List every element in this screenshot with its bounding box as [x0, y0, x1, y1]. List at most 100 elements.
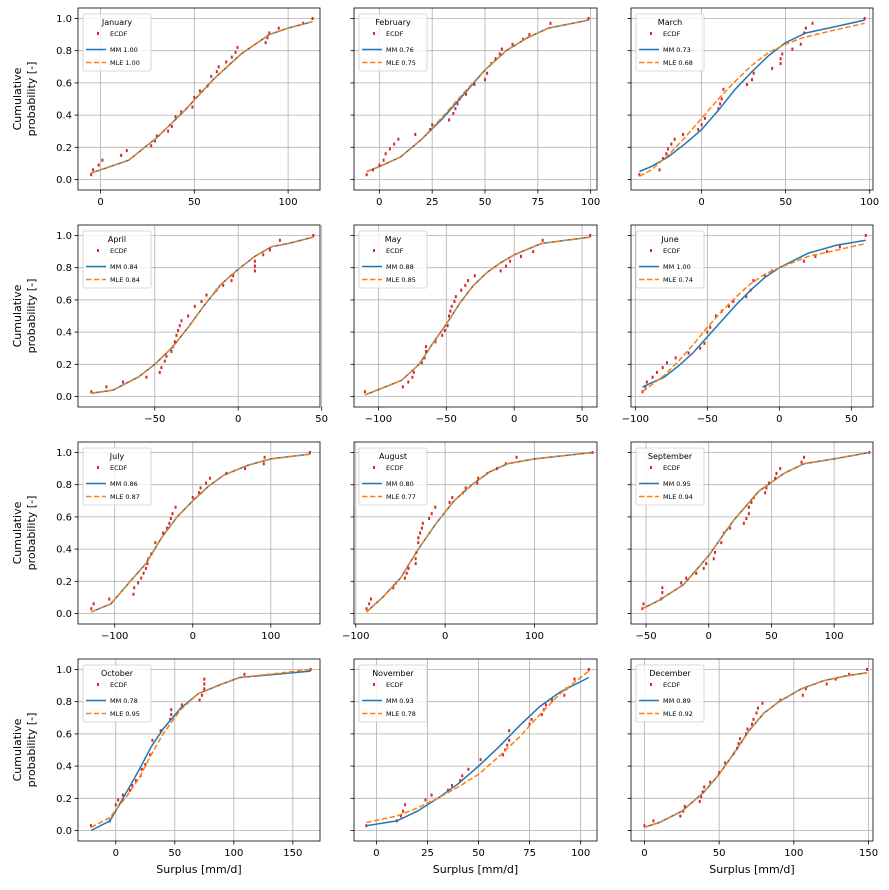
- ecdf-point: [173, 340, 176, 344]
- ecdf-point: [643, 824, 646, 828]
- ecdf-point: [486, 71, 489, 75]
- ecdf-point: [448, 118, 451, 122]
- legend-ecdf-marker: [97, 683, 99, 686]
- ecdf-point: [682, 132, 685, 136]
- ecdf-point: [407, 380, 410, 384]
- ecdf-point: [404, 803, 407, 807]
- ecdf-point: [848, 672, 851, 676]
- legend-ecdf-marker: [97, 466, 99, 469]
- ecdf-point: [589, 233, 592, 237]
- ecdf-point: [114, 803, 117, 807]
- ecdf-point: [745, 83, 748, 87]
- ecdf-point: [541, 238, 544, 242]
- y-tick-label: 0.4: [56, 762, 72, 773]
- ecdf-point: [779, 467, 782, 471]
- ecdf-point: [388, 147, 391, 151]
- ecdf-point: [484, 78, 487, 82]
- legend-entry-mm: MM 0.76: [386, 46, 414, 54]
- x-tick-label: 150: [283, 848, 302, 859]
- legend: April ECDF MM 0.84 MLE 0.84: [82, 230, 152, 289]
- ecdf-point: [464, 92, 467, 96]
- mle-curve: [366, 670, 590, 824]
- mle-curve: [641, 451, 870, 610]
- ecdf-point: [262, 253, 265, 257]
- ecdf-point: [702, 566, 705, 570]
- ecdf-point: [508, 738, 511, 742]
- ecdf-point: [519, 254, 522, 258]
- ecdf-point: [365, 173, 368, 177]
- x-tick-label: −100: [622, 414, 649, 425]
- x-tick-label: 0: [776, 414, 782, 425]
- ecdf-point: [763, 274, 766, 278]
- ecdf-point: [167, 129, 170, 133]
- legend-entry-ecdf: ECDF: [663, 30, 681, 38]
- ecdf-point: [745, 517, 748, 521]
- x-tick-label: 0: [706, 631, 712, 642]
- ecdf-point: [431, 123, 434, 127]
- ecdf-point: [476, 481, 479, 485]
- ecdf-point: [761, 701, 764, 705]
- ecdf-point: [522, 37, 525, 41]
- x-tick-label: 100: [784, 848, 803, 859]
- legend-title: January: [101, 18, 133, 27]
- ecdf-point: [751, 722, 753, 726]
- ecdf-point: [505, 264, 508, 268]
- ecdf-point: [802, 259, 805, 263]
- ecdf-point: [191, 105, 194, 109]
- legend: October ECDF MM 0.78 MLE 0.95: [82, 664, 152, 723]
- ecdf-point: [509, 259, 512, 263]
- ecdf-point: [697, 128, 700, 132]
- ecdf-point: [420, 526, 423, 530]
- ecdf-point: [709, 325, 712, 329]
- ecdf-point: [414, 562, 417, 566]
- ecdf-point: [755, 711, 758, 715]
- legend-entry-mm: MM 0.73: [663, 46, 691, 54]
- legend-title: December: [649, 669, 691, 678]
- y-tick-label: 0.2: [56, 794, 72, 805]
- ecdf-point: [680, 581, 683, 585]
- subplot-january: 0 50 100 0.0 0.2 0.4 0.6 0.8 1.0 January ECDF MM 1.…: [11, 7, 321, 208]
- ecdf-point: [679, 814, 682, 818]
- ecdf-point: [365, 824, 368, 828]
- legend-box: [82, 13, 152, 72]
- ecdf-point: [175, 333, 178, 337]
- ecdf-point: [421, 521, 424, 525]
- x-tick-label: 50: [713, 848, 726, 859]
- x-tick-label: 100: [224, 848, 243, 859]
- ecdf-point: [155, 134, 158, 138]
- ecdf-point: [700, 123, 703, 127]
- mle-curve: [90, 20, 313, 174]
- ecdf-point: [90, 173, 93, 177]
- ecdf-point: [709, 780, 712, 784]
- y-axis-label-line2: probability [-]: [25, 279, 38, 354]
- ecdf-point: [174, 505, 177, 509]
- y-tick-label: 1.0: [56, 231, 72, 242]
- ecdf-point: [544, 703, 547, 707]
- ecdf-point: [508, 729, 511, 733]
- legend-box: [358, 447, 428, 506]
- x-tick-label: 50: [315, 414, 328, 425]
- ecdf-point: [473, 274, 476, 278]
- legend-entry-ecdf: ECDF: [663, 247, 681, 255]
- ecdf-point: [203, 687, 206, 691]
- ecdf-point: [494, 57, 497, 61]
- legend-entry-mm: MM 0.84: [110, 263, 138, 271]
- legend-box: [82, 664, 152, 723]
- ecdf-point: [803, 31, 806, 35]
- x-tick-label: −100: [101, 631, 128, 642]
- ecdf-point: [511, 42, 514, 46]
- legend: January ECDF MM 1.00 MLE 1.00: [82, 13, 152, 72]
- ecdf-point: [446, 324, 449, 328]
- ecdf-point: [302, 21, 305, 25]
- y-tick-label: 1.0: [56, 448, 72, 459]
- ecdf-point: [714, 314, 717, 318]
- ecdf-point: [417, 541, 420, 545]
- ecdf-point: [441, 333, 444, 337]
- ecdf-point: [382, 158, 385, 162]
- ecdf-point: [402, 809, 405, 813]
- mle-curve: [639, 22, 865, 177]
- legend-box: [82, 230, 152, 289]
- ecdf-point: [243, 672, 246, 676]
- legend: July ECDF MM 0.86 MLE 0.87: [82, 447, 152, 506]
